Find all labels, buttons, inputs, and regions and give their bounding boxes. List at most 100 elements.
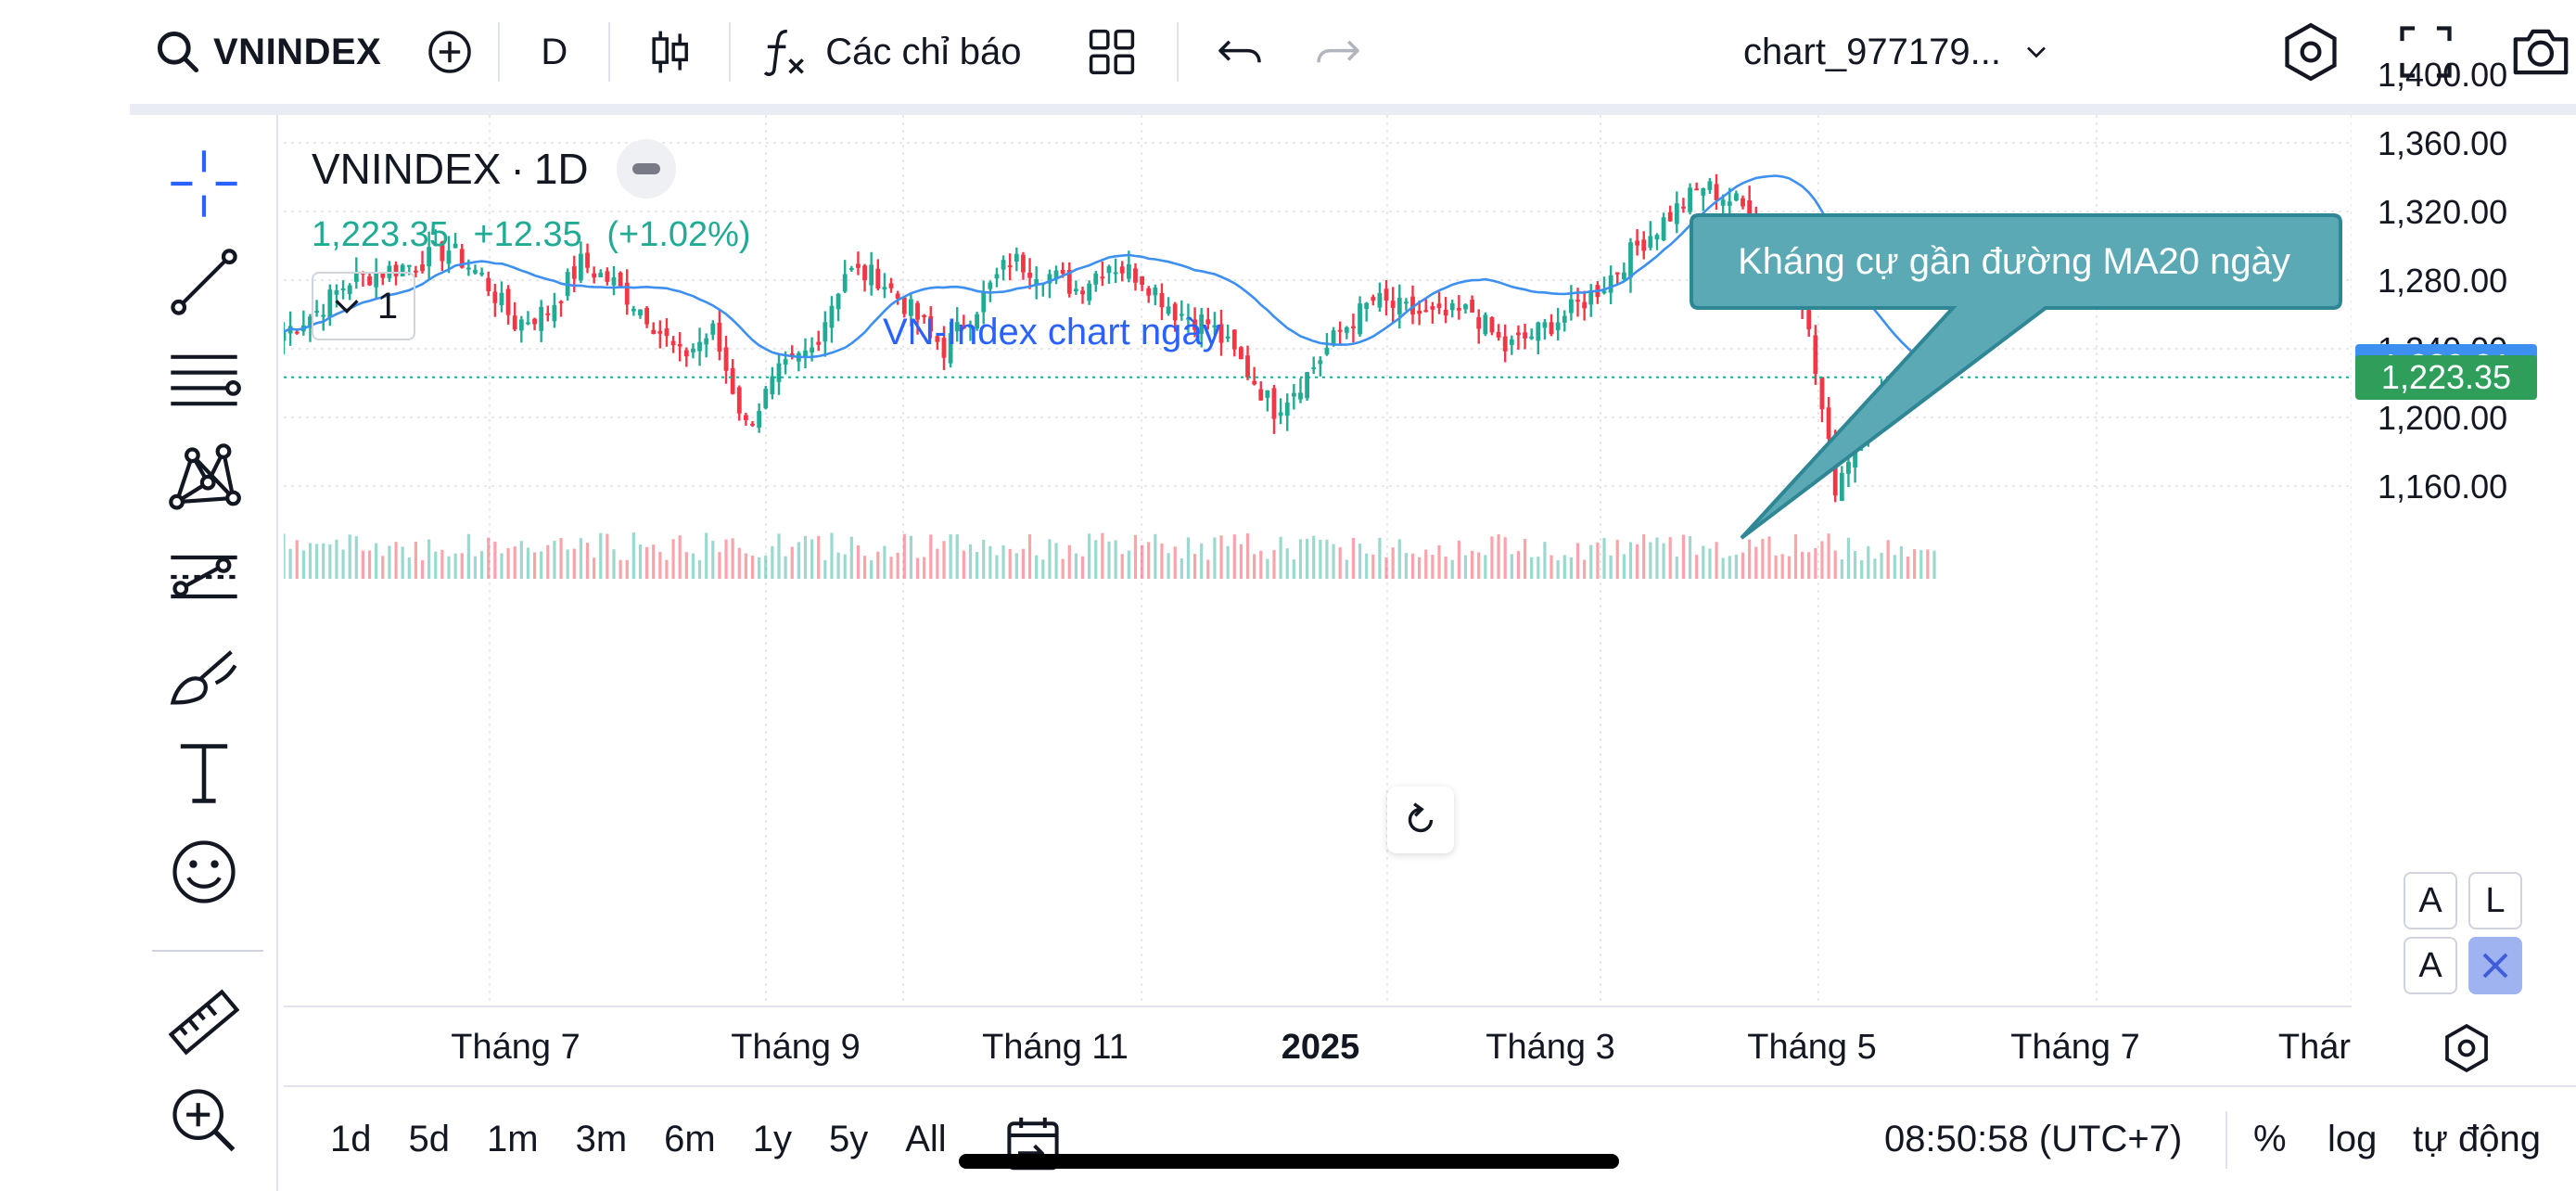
range-button-1d[interactable]: 1d [330, 1118, 372, 1159]
redo-button[interactable] [1301, 0, 1375, 104]
range-button-5d[interactable]: 5d [408, 1118, 451, 1159]
candle-body [1074, 288, 1078, 292]
log-scale-button[interactable]: L [2468, 872, 2522, 929]
candle-body [1819, 377, 1825, 410]
log-scale-toggle[interactable]: log [2327, 1119, 2378, 1159]
emoji-tool[interactable] [130, 826, 278, 918]
percent-scale-button[interactable]: % [2253, 1119, 2287, 1159]
auto-scale-toggle[interactable]: tự động [2413, 1119, 2541, 1159]
volume-bar [1622, 554, 1626, 579]
range-button-6m[interactable]: 6m [664, 1118, 716, 1159]
volume-bar [1556, 559, 1560, 579]
candle-body [1305, 372, 1309, 399]
legend-title: VNINDEX · 1D [312, 139, 766, 198]
symbol-search-button[interactable]: VNINDEX [130, 0, 402, 104]
range-button-1m[interactable]: 1m [487, 1118, 539, 1159]
chart-type-button[interactable] [610, 0, 729, 104]
candle-body [1186, 317, 1191, 320]
settings-button[interactable] [2276, 17, 2346, 87]
volume-bar [1259, 550, 1263, 579]
candle-body [1463, 304, 1468, 310]
volume-bar [1431, 555, 1435, 579]
price-chart[interactable] [284, 115, 2352, 1005]
chart-text-annotation[interactable]: VN-Index chart ngày [883, 312, 1221, 352]
trend-line-tool[interactable] [130, 236, 278, 328]
auto-scale-button-2[interactable]: A [2404, 937, 2457, 994]
volume-bar [335, 539, 338, 579]
text-tool[interactable] [130, 727, 278, 820]
pattern-tool[interactable] [130, 432, 278, 525]
indicators-button[interactable]: Các chỉ báo [731, 0, 1047, 104]
zoom-in-tool[interactable] [130, 1074, 278, 1167]
range-button-all[interactable]: All [905, 1118, 947, 1159]
callout-bubble[interactable] [1690, 213, 2342, 540]
time-axis[interactable]: Tháng 7 Tháng 9 Tháng 11 2025 Tháng 3 Tháng 5… [284, 1005, 2352, 1085]
bottom-divider [2225, 1111, 2227, 1169]
volume-bar [513, 546, 516, 579]
volume-bar [1761, 538, 1765, 579]
close-scale-button[interactable] [2468, 937, 2522, 994]
layouts-button[interactable] [1047, 0, 1177, 104]
range-button-3m[interactable]: 3m [575, 1118, 628, 1159]
callout-annotation[interactable] [1690, 213, 2342, 540]
volume-bar [1272, 549, 1276, 579]
candle-body [624, 282, 630, 305]
chart-pane[interactable] [284, 115, 2352, 1005]
range-button-1y[interactable]: 1y [752, 1118, 792, 1159]
prediction-tool[interactable] [130, 531, 278, 623]
home-indicator [959, 1154, 1619, 1169]
toolbar-divider [152, 950, 263, 952]
volume-bar [797, 542, 800, 579]
candle-body [1146, 288, 1152, 296]
volume-bar [532, 552, 537, 579]
candle-body [657, 330, 663, 334]
candle-body [644, 307, 649, 325]
axis-settings-icon[interactable] [2439, 1020, 2494, 1076]
volume-bar [1543, 542, 1547, 579]
candle-body [1119, 266, 1125, 274]
time-tick-label: Thár [2277, 1028, 2352, 1067]
volume-bar [1886, 540, 1890, 579]
candle-body [427, 247, 432, 267]
candle-body [1404, 301, 1409, 304]
top-toolbar: VNINDEX D Các chỉ báo [130, 0, 2576, 104]
candle-body [505, 288, 511, 315]
price-scale[interactable]: 1,400.001,360.001,320.001,280.001,240.00… [2352, 56, 2576, 987]
layout-name-dropdown[interactable]: chart_977179... [1743, 0, 2053, 104]
volume-bar [936, 548, 939, 579]
range-button-5y[interactable]: 5y [828, 1118, 869, 1159]
fib-retracement-tool[interactable] [130, 334, 278, 427]
indicators-collapse-button[interactable]: 1 [312, 272, 415, 340]
candle-body [816, 341, 822, 345]
candle-body [1271, 388, 1277, 419]
hide-series-button[interactable] [616, 139, 676, 198]
clock-timezone[interactable]: 08:50:58 (UTC+7) [1884, 1119, 2183, 1159]
callout-label[interactable]: Kháng cự gần đường MA20 ngày [1738, 240, 2290, 282]
candle-body [710, 323, 716, 335]
interval-button[interactable]: D [500, 0, 608, 104]
volume-bar [823, 559, 827, 579]
crosshair-tool[interactable] [130, 137, 278, 230]
reset-chart-button[interactable] [1387, 787, 1454, 853]
undo-button[interactable] [1179, 0, 1301, 104]
measure-tool[interactable] [130, 976, 278, 1069]
volume-bar [375, 543, 378, 579]
auto-scale-button[interactable]: A [2404, 872, 2457, 929]
screenshot-button[interactable] [2506, 17, 2576, 87]
candle-body [579, 253, 583, 281]
volume-bar [1523, 539, 1527, 579]
candle-body [1278, 412, 1283, 416]
volume-bar [1589, 544, 1593, 579]
volume-bar [427, 539, 431, 579]
candle-body [842, 274, 848, 292]
volume-bar [1569, 557, 1573, 579]
volume-bar [559, 538, 563, 579]
candle-body [888, 283, 894, 288]
compare-symbol-button[interactable] [402, 0, 498, 104]
toolbar-divider [729, 22, 732, 82]
fullscreen-button[interactable] [2391, 17, 2461, 87]
candle-body [789, 353, 795, 356]
volume-bar [697, 559, 702, 579]
volume-bar [982, 539, 986, 579]
brush-tool[interactable] [130, 629, 278, 722]
